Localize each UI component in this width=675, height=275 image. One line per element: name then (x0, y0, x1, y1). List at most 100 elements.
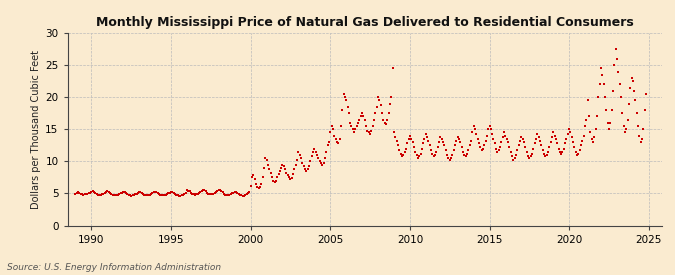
Point (154, 192, 165, 196)
Point (249, 177, 260, 182)
Point (151, 190, 162, 194)
Point (99, 191, 110, 195)
Point (407, 140, 418, 144)
Point (275, 169, 286, 173)
Point (235, 193, 246, 197)
Point (269, 180, 280, 184)
Point (363, 130, 374, 135)
Point (168, 191, 179, 195)
Point (606, 108, 617, 112)
Point (379, 121, 390, 125)
Point (195, 190, 206, 194)
Point (408, 145, 419, 149)
Point (111, 193, 122, 197)
Point (352, 124, 362, 128)
Point (115, 191, 126, 196)
Point (187, 191, 198, 196)
Point (631, 111, 642, 116)
Point (306, 154, 317, 158)
Point (616, 95, 626, 99)
Point (134, 190, 144, 194)
Point (80, 192, 90, 197)
Point (572, 153, 583, 157)
Point (200, 189, 211, 194)
Point (416, 146, 427, 151)
Point (622, 117, 633, 122)
Point (88, 190, 99, 195)
Point (188, 192, 199, 196)
Point (346, 124, 357, 128)
Point (400, 146, 411, 151)
Point (577, 139, 588, 143)
Point (385, 101, 396, 106)
Point (264, 167, 275, 171)
Point (433, 140, 444, 144)
Point (356, 114, 367, 119)
Point (155, 192, 166, 197)
Point (367, 124, 378, 128)
Point (340, 95, 350, 99)
Point (454, 137, 464, 141)
Point (610, 47, 621, 51)
Point (632, 124, 643, 128)
Point (322, 143, 333, 147)
Y-axis label: Dollars per Thousand Cubic Feet: Dollars per Thousand Cubic Feet (31, 50, 41, 209)
Point (418, 141, 429, 145)
Point (427, 152, 438, 156)
Point (318, 160, 329, 165)
Point (250, 182, 261, 186)
Point (499, 130, 510, 135)
Point (234, 192, 244, 196)
Point (517, 137, 528, 141)
Point (144, 192, 155, 197)
Point (105, 191, 115, 195)
Point (576, 143, 587, 147)
Point (468, 124, 479, 128)
Point (312, 153, 323, 157)
Point (74, 191, 85, 195)
Point (265, 171, 276, 175)
Point (244, 190, 254, 194)
Point (257, 175, 268, 180)
Point (638, 127, 649, 131)
Point (254, 185, 265, 189)
Point (387, 66, 398, 70)
Point (444, 158, 455, 162)
Point (321, 150, 331, 154)
Point (564, 127, 574, 131)
Point (86, 190, 97, 194)
Point (101, 190, 111, 194)
Point (479, 143, 489, 147)
Point (326, 124, 337, 128)
Point (84, 191, 95, 195)
Point (423, 139, 434, 143)
Point (163, 191, 173, 196)
Point (630, 98, 641, 103)
Point (435, 135, 446, 139)
Point (621, 127, 632, 131)
Point (245, 183, 256, 188)
Point (535, 139, 545, 143)
Point (158, 193, 169, 198)
Point (147, 191, 158, 195)
Point (584, 114, 595, 119)
Point (414, 154, 425, 158)
Point (369, 117, 379, 122)
Point (371, 104, 382, 109)
Point (205, 192, 216, 197)
Point (338, 92, 349, 96)
Point (97, 192, 107, 197)
Point (578, 133, 589, 138)
Point (208, 191, 219, 196)
Point (539, 152, 549, 156)
Point (608, 89, 618, 93)
Point (518, 140, 529, 144)
Point (110, 193, 121, 197)
Point (585, 130, 596, 135)
Point (396, 154, 407, 158)
Point (492, 150, 503, 154)
Point (180, 191, 191, 195)
Point (503, 140, 514, 144)
Point (175, 193, 186, 198)
Point (182, 188, 192, 192)
